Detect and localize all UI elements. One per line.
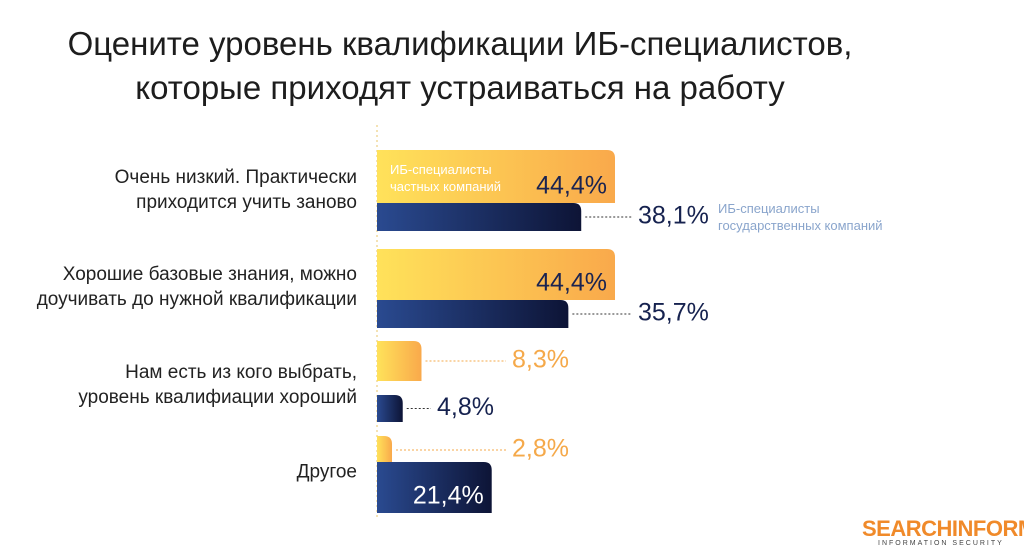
value-label: 21,4% [413, 482, 484, 510]
bar [377, 249, 615, 300]
category-label: Очень низкий. Практически приходится учи… [114, 167, 357, 213]
legend-entry: ИБ-специалисты государственных компаний [718, 201, 883, 233]
value-label: 35,7% [638, 299, 709, 327]
value-label: 44,4% [536, 269, 607, 297]
value-label: 44,4% [536, 172, 607, 200]
value-label: 4,8% [437, 393, 494, 421]
bar [377, 341, 422, 381]
bar [377, 462, 492, 513]
value-label: 2,8% [512, 435, 569, 463]
value-label: 8,3% [512, 346, 569, 374]
category-label: Хорошие базовые знания, можно доучивать … [36, 264, 357, 310]
value-label: 38,1% [638, 202, 709, 230]
logo: SEARCHINFORM [862, 516, 1024, 541]
bar [377, 436, 393, 464]
chart-title: Оцените уровень квалификации ИБ-специали… [67, 25, 853, 106]
bar [377, 203, 582, 231]
bar [377, 395, 403, 422]
category-label: Нам есть из кого выбрать, уровень квалиф… [78, 362, 357, 408]
legend-entry: ИБ-специалисты частных компаний [390, 162, 502, 194]
bar [377, 150, 615, 203]
bar [377, 300, 569, 328]
logo-subtitle: INFORMATION SECURITY [878, 540, 1004, 547]
category-label: Другое [296, 461, 357, 483]
